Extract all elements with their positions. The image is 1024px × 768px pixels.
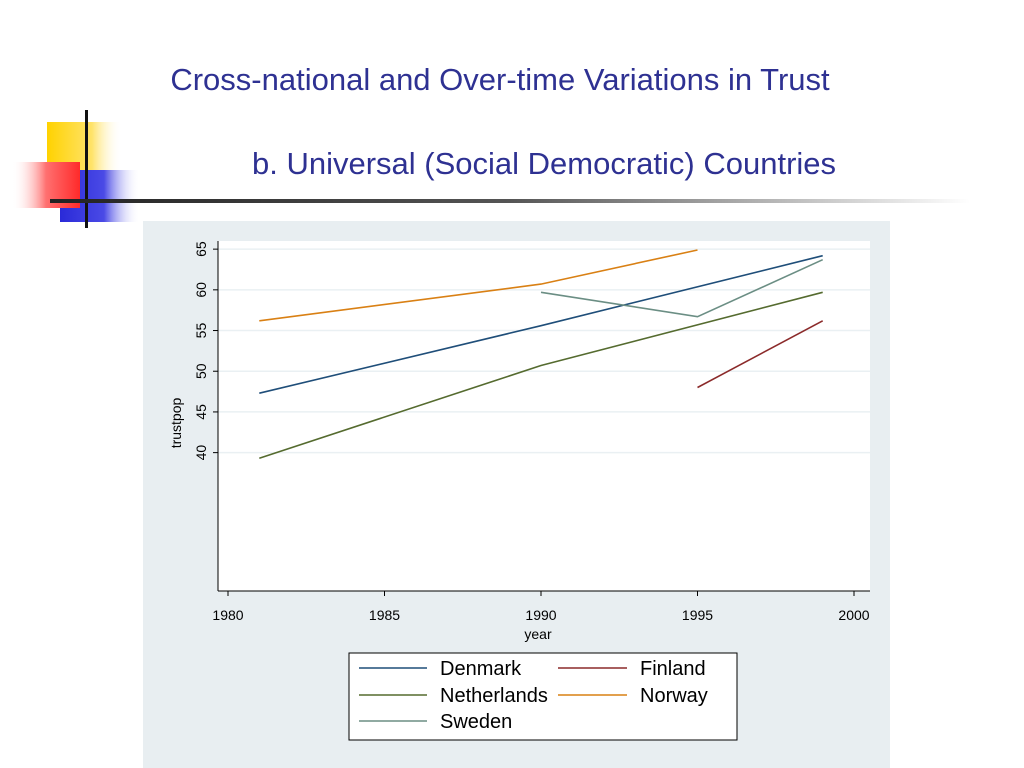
y-tick-label: 40 — [193, 445, 209, 461]
x-tick-label: 1995 — [682, 607, 713, 623]
series-line-netherlands — [259, 291, 823, 460]
chart-panel: 40 45 50 55 60 65 1980 1985 1990 1995 2000 year tr… — [143, 221, 890, 768]
y-tick-label: 45 — [193, 404, 209, 420]
y-tick-label: 50 — [193, 363, 209, 379]
y-tick-label: 55 — [193, 323, 209, 339]
x-tick-label: 1990 — [525, 607, 556, 623]
y-tick-label: 60 — [193, 282, 209, 298]
gridlines — [218, 248, 870, 454]
legend-label-finland: Finland — [640, 658, 706, 680]
series-lines — [259, 249, 824, 460]
axis-ticks: 40 45 50 55 60 65 1980 1985 1990 1995 2000 — [193, 241, 870, 623]
series-line-sweden — [540, 258, 824, 318]
slide-title: Cross-national and Over-time Variations … — [170, 62, 830, 97]
series-line-denmark — [259, 254, 823, 394]
decorative-squares — [12, 110, 970, 228]
series-line-norway — [259, 249, 698, 322]
legend-label-denmark: Denmark — [440, 658, 522, 680]
legend-label-sweden: Sweden — [440, 711, 512, 733]
line-chart: 40 45 50 55 60 65 1980 1985 1990 1995 2000 year tr… — [168, 241, 870, 741]
vertical-rule — [85, 110, 88, 228]
legend-label-netherlands: Netherlands — [440, 685, 548, 707]
x-tick-label: 1980 — [212, 607, 243, 623]
legend: Denmark Finland Netherlands Norway Sweden — [348, 652, 738, 741]
legend-label-norway: Norway — [640, 685, 708, 707]
plot-area — [218, 241, 870, 591]
slide-subtitle: b. Universal (Social Democratic) Countri… — [252, 146, 837, 181]
y-tick-label: 65 — [193, 241, 209, 257]
x-tick-label: 2000 — [838, 607, 869, 623]
x-axis-title: year — [524, 626, 552, 642]
horizontal-rule — [50, 199, 970, 203]
y-axis-title: trustpop — [168, 397, 184, 448]
x-tick-label: 1985 — [369, 607, 400, 623]
series-line-finland — [697, 320, 824, 389]
